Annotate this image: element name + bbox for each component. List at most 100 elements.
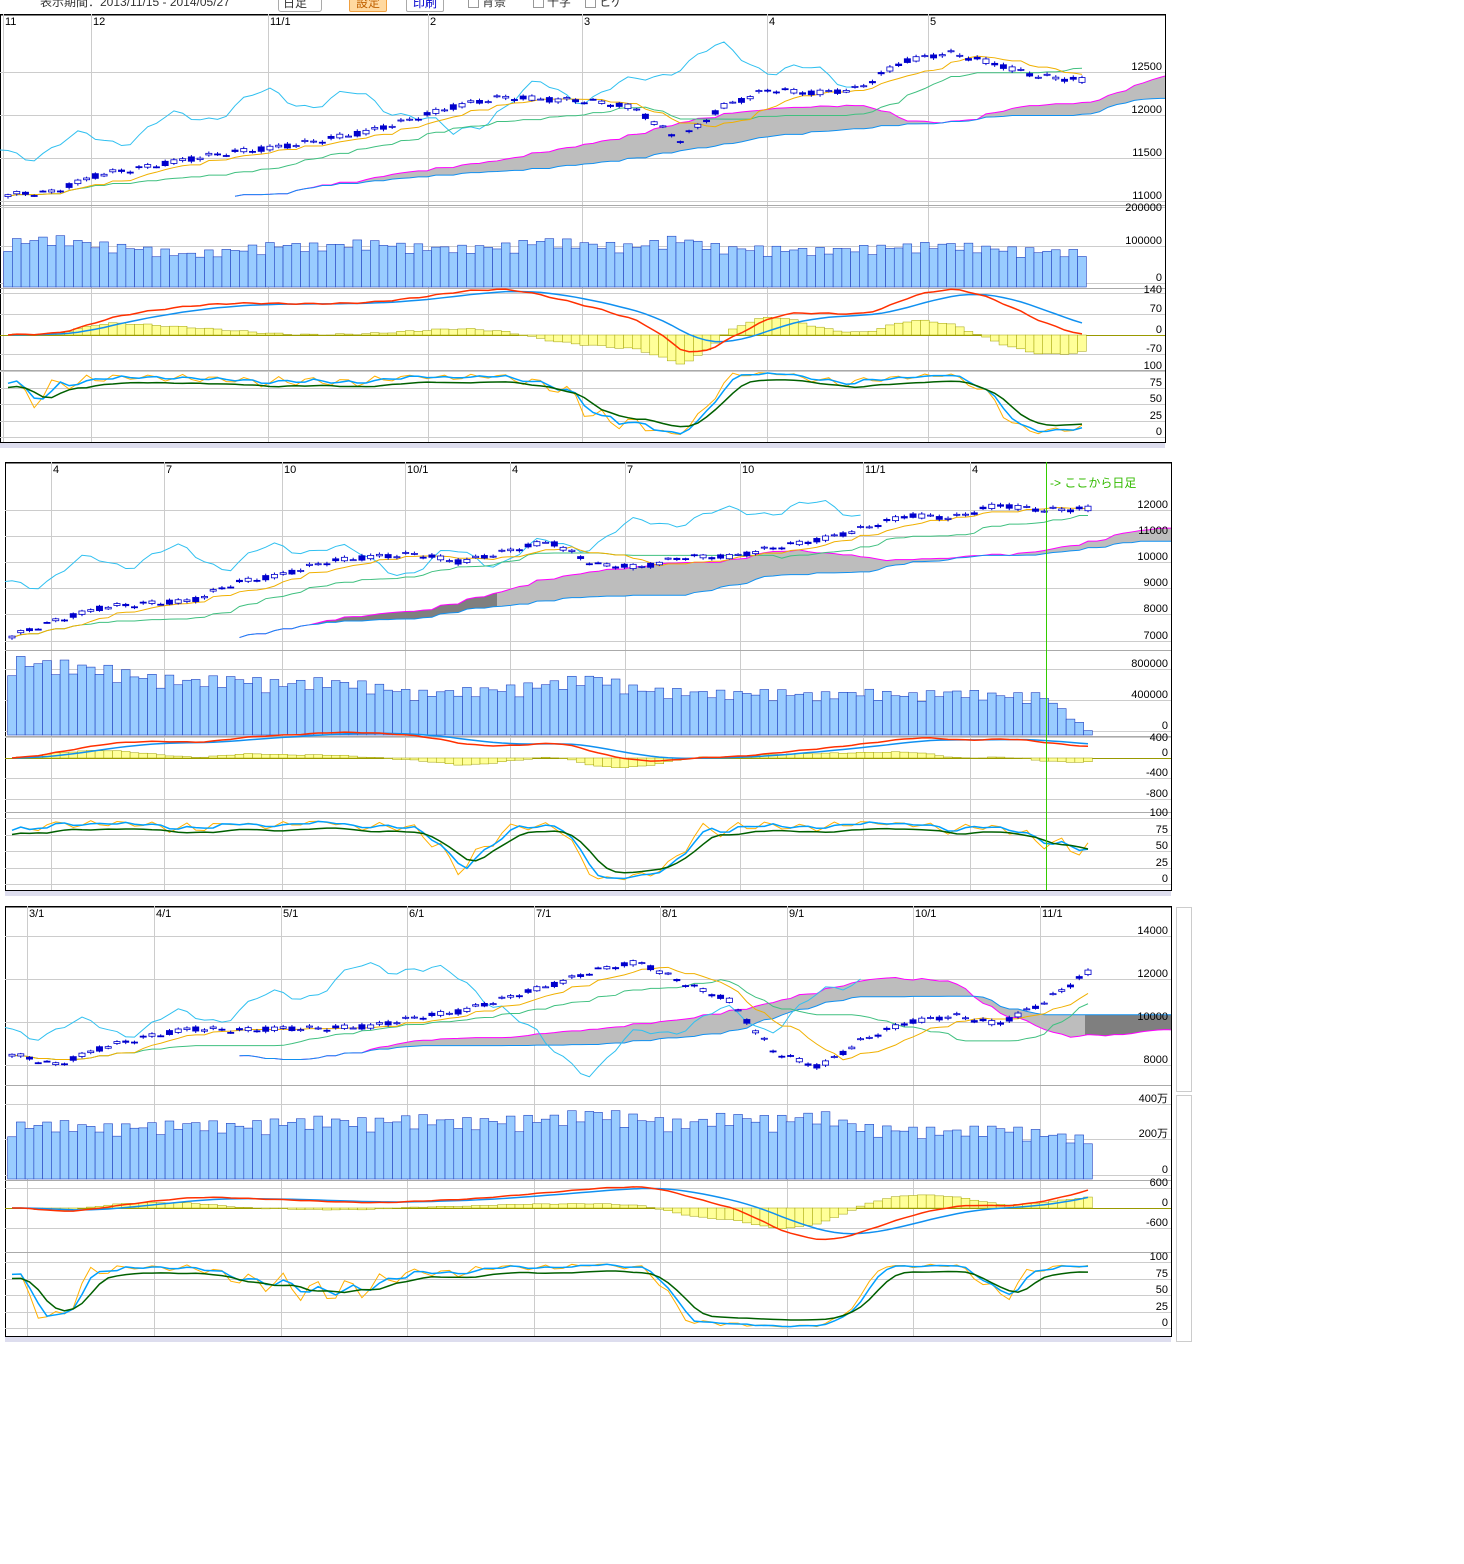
candle xyxy=(144,164,152,168)
macd-histogram-bar xyxy=(864,1202,874,1209)
candle xyxy=(965,58,972,61)
candle xyxy=(502,95,510,99)
settings-button[interactable]: 設定 xyxy=(349,0,388,12)
macd-histogram-bar xyxy=(448,329,458,336)
candle xyxy=(388,125,396,128)
volume-bar xyxy=(173,1128,183,1180)
candle xyxy=(1023,1008,1031,1011)
macd-histogram-bar xyxy=(506,757,516,761)
candle xyxy=(8,635,16,639)
macd-histogram-bar xyxy=(436,1205,446,1209)
candle xyxy=(22,191,29,195)
volume-bar xyxy=(908,692,918,736)
horizontal-scrollbar[interactable] xyxy=(5,1337,1171,1342)
candle xyxy=(839,1050,847,1056)
volume-bar xyxy=(864,1124,874,1180)
candle xyxy=(764,89,772,92)
candle xyxy=(883,519,891,522)
candle xyxy=(542,541,550,544)
candle xyxy=(664,972,672,975)
volume-bar xyxy=(226,676,236,736)
kijun-line xyxy=(11,515,1088,639)
candle xyxy=(445,560,453,562)
candle xyxy=(563,97,571,100)
checkbox-background[interactable]: 背景 xyxy=(468,0,506,10)
macd-histogram-bar xyxy=(497,757,507,763)
candle xyxy=(1061,78,1068,82)
candle xyxy=(367,554,375,560)
volume-bar xyxy=(750,1121,761,1180)
candle xyxy=(953,513,961,516)
volume-bar xyxy=(911,252,921,288)
x-tick-label: 8/1 xyxy=(662,908,677,920)
volume-bar xyxy=(780,251,790,288)
volume-bar xyxy=(134,249,144,288)
volume-bar xyxy=(785,1121,796,1180)
macd-histogram-bar xyxy=(917,1194,927,1209)
macd-histogram-bar xyxy=(969,1199,979,1209)
candle xyxy=(874,524,882,528)
macd-histogram-bar xyxy=(908,1195,918,1209)
volume-bar xyxy=(365,693,376,736)
candle xyxy=(813,538,821,543)
macd-histogram-bar xyxy=(383,757,393,759)
candle xyxy=(895,63,903,66)
macd-histogram-bar xyxy=(488,1205,498,1209)
candle xyxy=(126,171,134,174)
candle xyxy=(139,1035,147,1038)
candle xyxy=(711,110,719,115)
macd-histogram-bar xyxy=(707,1207,717,1219)
macd-histogram-bar xyxy=(413,331,424,336)
candle xyxy=(332,558,340,562)
price-tick-label: 12500 xyxy=(1131,61,1162,73)
volume-bar xyxy=(204,249,214,288)
volume-bar xyxy=(296,679,306,736)
volume-bar xyxy=(527,244,537,288)
candle xyxy=(437,1011,445,1016)
candle xyxy=(1078,77,1086,83)
volume-bar xyxy=(331,1118,341,1180)
candle xyxy=(962,513,969,516)
candle xyxy=(970,1020,978,1023)
volume-tick-label: 400000 xyxy=(1131,689,1168,701)
volume-bar xyxy=(628,684,638,736)
volume-bar xyxy=(1074,722,1084,736)
checkbox-wick[interactable]: ヒゲ xyxy=(585,0,623,10)
interval-select[interactable]: 日足 xyxy=(278,0,323,12)
candle xyxy=(240,148,248,153)
horizontal-scrollbar[interactable] xyxy=(0,443,1165,448)
candle xyxy=(930,54,938,59)
macd-histogram-bar xyxy=(343,333,354,336)
price-tick-label: 11000 xyxy=(1132,190,1162,202)
candle xyxy=(222,155,230,157)
candle xyxy=(118,169,125,172)
volume-bar xyxy=(129,676,140,736)
candle xyxy=(200,596,208,599)
volume-bar xyxy=(234,679,245,736)
volume-bar xyxy=(672,1118,682,1180)
candle xyxy=(997,504,1004,507)
candle xyxy=(612,967,620,970)
candle xyxy=(545,97,553,103)
candle xyxy=(52,618,60,622)
candle xyxy=(297,1029,305,1032)
macd-histogram-bar xyxy=(221,330,231,336)
candle xyxy=(192,1026,200,1032)
side-legend-panel xyxy=(1176,1095,1192,1342)
volume-bar xyxy=(815,247,825,288)
candle xyxy=(74,179,82,185)
macd-histogram-bar xyxy=(908,752,918,759)
volume-bar xyxy=(567,1110,577,1180)
candle xyxy=(830,1056,838,1058)
macd-histogram-bar xyxy=(995,756,1006,759)
horizontal-scrollbar[interactable] xyxy=(5,891,1171,896)
print-button[interactable]: 印刷 xyxy=(406,0,445,12)
volume-bar xyxy=(867,254,878,288)
macd-histogram-bar xyxy=(847,752,857,759)
checkbox-crosshair[interactable]: 十字 xyxy=(533,0,571,10)
volume-bar xyxy=(762,255,773,288)
candle xyxy=(419,556,427,559)
candle xyxy=(353,130,361,137)
candle xyxy=(48,189,56,193)
macd-line xyxy=(11,731,1089,762)
